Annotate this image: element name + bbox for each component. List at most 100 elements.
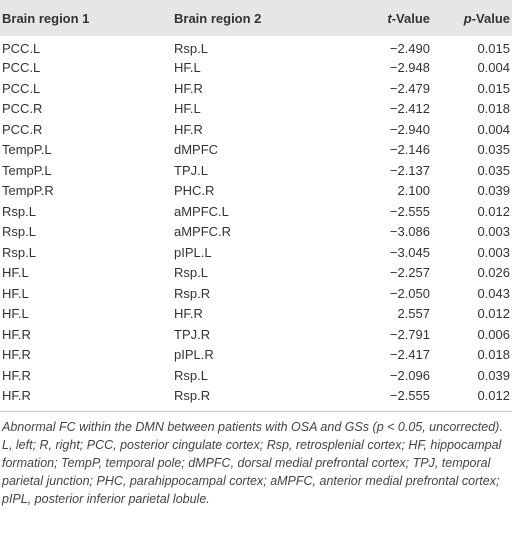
- cell-p-value: 0.018: [477, 347, 510, 362]
- table-body: PCC.L Rsp.L −2.490 0.015 PCC.L HF.L −2.948 0.00…: [0, 36, 512, 407]
- cell-p-value: 0.035: [477, 142, 510, 157]
- cell-brain-region-2: TPJ.R: [174, 326, 211, 342]
- cell-t-value: −2.137: [389, 162, 430, 178]
- table-row: PCC.L HF.L −2.948 0.004: [0, 58, 512, 79]
- cell-t-value: −3.086: [389, 224, 430, 239]
- table-row: HF.L Rsp.R −2.050 0.043: [0, 284, 512, 305]
- cell-brain-region-2: Rsp.L: [174, 265, 208, 280]
- cell-t-value: 2.557: [397, 306, 430, 321]
- cell-p-value: 0.004: [477, 60, 510, 75]
- header-t-value: t-Value: [387, 10, 430, 26]
- table-header: Brain region 1 Brain region 2 t-Value p-…: [0, 0, 512, 36]
- table-row: HF.R pIPL.R −2.417 0.018: [0, 345, 512, 366]
- footnote-significance: Abnormal FC within the DMN between patie…: [2, 419, 503, 434]
- cell-p-value: 0.035: [477, 162, 510, 178]
- cell-t-value: −2.490: [389, 41, 430, 56]
- header-brain-region-2: Brain region 2: [174, 10, 262, 26]
- cell-t-value: −2.940: [389, 121, 430, 137]
- table-bottom-rule: [0, 410, 512, 412]
- table-row: TempP.L TPJ.L −2.137 0.035: [0, 161, 512, 182]
- cell-brain-region-1: HF.L: [2, 285, 29, 301]
- header-row: Brain region 1 Brain region 2 t-Value p-…: [0, 0, 512, 36]
- cell-t-value: −3.045: [389, 244, 430, 260]
- table-footnotes: Abnormal FC within the DMN between patie…: [0, 412, 512, 508]
- cell-brain-region-1: TempP.L: [2, 162, 52, 178]
- cell-t-value: −2.555: [389, 388, 430, 403]
- header-brain-region-1: Brain region 1: [2, 10, 90, 26]
- cell-p-value: 0.012: [477, 306, 510, 321]
- cell-brain-region-1: HF.R: [2, 367, 31, 383]
- cell-brain-region-2: Rsp.L: [174, 41, 208, 56]
- cell-brain-region-2: HF.L: [174, 101, 201, 116]
- cell-t-value: −2.096: [389, 367, 430, 383]
- cell-p-value: 0.039: [477, 367, 510, 383]
- table-row: HF.L Rsp.L −2.257 0.026: [0, 263, 512, 284]
- cell-brain-region-1: Rsp.L: [2, 224, 36, 239]
- cell-p-value: 0.012: [477, 388, 510, 403]
- cell-brain-region-1: PCC.L: [2, 60, 41, 75]
- table-row: Rsp.L aMPFC.R −3.086 0.003: [0, 222, 512, 243]
- cell-brain-region-1: Rsp.L: [2, 203, 36, 219]
- cell-brain-region-2: HF.R: [174, 80, 203, 96]
- cell-brain-region-2: HF.R: [174, 121, 203, 137]
- cell-p-value: 0.026: [477, 265, 510, 280]
- table-row: Rsp.L pIPL.L −3.045 0.003: [0, 243, 512, 264]
- cell-p-value: 0.006: [477, 326, 510, 342]
- cell-p-value: 0.018: [477, 101, 510, 116]
- cell-t-value: −2.948: [389, 60, 430, 75]
- cell-t-value: 2.100: [397, 183, 430, 198]
- cell-p-value: 0.015: [477, 80, 510, 96]
- cell-brain-region-2: pIPL.L: [174, 244, 212, 260]
- cell-brain-region-2: PHC.R: [174, 183, 215, 198]
- cell-p-value: 0.043: [477, 285, 510, 301]
- cell-brain-region-1: TempP.L: [2, 142, 52, 157]
- cell-t-value: −2.412: [389, 101, 430, 116]
- table-row: PCC.R HF.R −2.940 0.004: [0, 120, 512, 141]
- cell-brain-region-1: HF.R: [2, 347, 31, 362]
- cell-brain-region-2: dMPFC: [174, 142, 219, 157]
- cell-p-value: 0.004: [477, 121, 510, 137]
- footnote-abbreviations: L, left; R, right; PCC, posterior cingul…: [2, 437, 502, 506]
- cell-brain-region-2: HF.R: [174, 306, 203, 321]
- cell-brain-region-2: TPJ.L: [174, 162, 208, 178]
- header-p-value: p-Value: [463, 10, 510, 26]
- cell-brain-region-2: Rsp.R: [174, 388, 211, 403]
- cell-brain-region-1: PCC.R: [2, 101, 43, 116]
- table-row: HF.L HF.R 2.557 0.012: [0, 304, 512, 325]
- cell-t-value: −2.257: [389, 265, 430, 280]
- table-row: HF.R Rsp.L −2.096 0.039: [0, 366, 512, 387]
- table-row: HF.R Rsp.R −2.555 0.012: [0, 386, 512, 407]
- cell-t-value: −2.479: [389, 80, 430, 96]
- cell-p-value: 0.012: [477, 203, 510, 219]
- table-row: TempP.L dMPFC −2.146 0.035: [0, 140, 512, 161]
- cell-brain-region-1: HF.L: [2, 306, 29, 321]
- cell-brain-region-1: HF.R: [2, 326, 31, 342]
- cell-t-value: −2.050: [389, 285, 430, 301]
- table-row: HF.R TPJ.R −2.791 0.006: [0, 325, 512, 346]
- cell-p-value: 0.039: [477, 183, 510, 198]
- cell-brain-region-2: Rsp.R: [174, 285, 211, 301]
- table-row: PCC.L HF.R −2.479 0.015: [0, 79, 512, 100]
- cell-brain-region-1: PCC.R: [2, 121, 43, 137]
- cell-t-value: −2.555: [389, 203, 430, 219]
- cell-brain-region-1: HF.R: [2, 388, 31, 403]
- cell-t-value: −2.417: [389, 347, 430, 362]
- table-row: Rsp.L aMPFC.L −2.555 0.012: [0, 202, 512, 223]
- cell-brain-region-2: Rsp.L: [174, 367, 208, 383]
- cell-t-value: −2.791: [389, 326, 430, 342]
- cell-brain-region-2: aMPFC.L: [174, 203, 229, 219]
- cell-brain-region-2: aMPFC.R: [174, 224, 232, 239]
- cell-brain-region-1: TempP.R: [2, 183, 54, 198]
- cell-brain-region-1: PCC.L: [2, 41, 41, 56]
- cell-t-value: −2.146: [389, 142, 430, 157]
- cell-p-value: 0.003: [477, 244, 510, 260]
- table-row: PCC.R HF.L −2.412 0.018: [0, 99, 512, 120]
- cell-brain-region-1: PCC.L: [2, 80, 41, 96]
- results-table: Brain region 1 Brain region 2 t-Value p-…: [0, 0, 512, 407]
- cell-brain-region-1: HF.L: [2, 265, 29, 280]
- table-row: TempP.R PHC.R 2.100 0.039: [0, 181, 512, 202]
- cell-p-value: 0.003: [477, 224, 510, 239]
- cell-brain-region-2: HF.L: [174, 60, 201, 75]
- table-row: PCC.L Rsp.L −2.490 0.015: [0, 36, 512, 58]
